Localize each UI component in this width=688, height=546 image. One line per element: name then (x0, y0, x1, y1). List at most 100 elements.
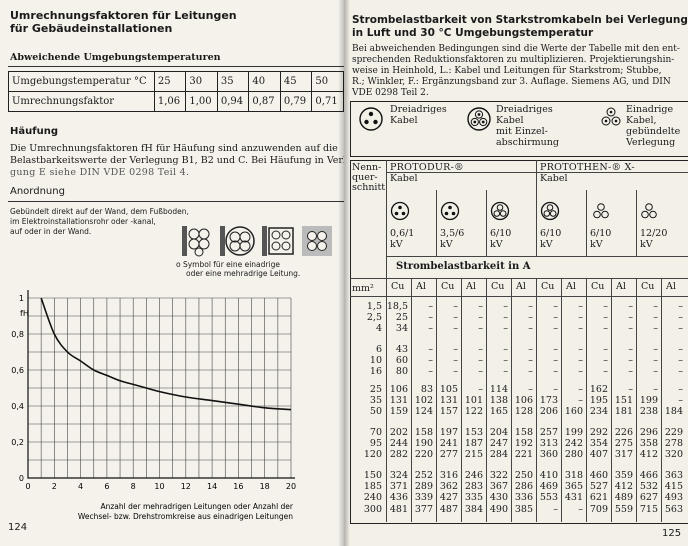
ampacity-value-block: – – – (628, 301, 633, 335)
x-tick-label: 4 (78, 482, 83, 491)
three-core-cable-icon (359, 107, 383, 131)
cable-icon-3-5-6kv (440, 201, 460, 221)
y-tick-label: 0,2 (11, 438, 24, 447)
nenn-line2: quer- (352, 172, 378, 183)
ampacity-value-block: 363 415 493 563 (664, 470, 683, 515)
symbol-note-line2: oder eine mehradrige Leitung. (186, 269, 301, 278)
grid-line-vertical (436, 190, 437, 256)
intro-line2: sprechenden Reduktionsfaktoren zu multip… (352, 55, 675, 65)
material-header: Cu (641, 281, 655, 292)
section-rule (8, 201, 344, 202)
legend-1-line2: Kabel (390, 115, 418, 126)
material-header: Cu (441, 281, 455, 292)
ampacity-value-block: 199 242 280 (564, 427, 583, 461)
x-tick-label: 0 (25, 482, 30, 491)
haeufung-factor-chart: 0 2 4 6 8 10 12 14 16 18 20 0 0,2 0,4 0,6 0,8 1 fH Anzah… (11, 290, 296, 521)
grid-line-vertical (411, 278, 412, 522)
legend-3-line4: Verlegung (626, 137, 676, 148)
ampacity-value-block: 158 192 221 (514, 427, 533, 461)
table-cell: 0,87 (248, 91, 281, 112)
legend-3-line1: Einadrige (626, 104, 674, 115)
ampacity-value-block: – – – (528, 301, 533, 335)
protothen-header: PROTOTHEN-® X- (540, 162, 635, 173)
ampacity-value-block: – – – (578, 344, 583, 378)
ampacity-value-block: – – – (503, 301, 508, 335)
intro-line5: VDE 0298 Teil 2. (352, 88, 429, 98)
bundle-in-conduit-icon (220, 226, 255, 256)
ampacity-value-block: 158 190 220 (414, 427, 433, 461)
grid-line-vertical (636, 278, 637, 522)
anordnung-text-line3: auf oder in der Wand. (10, 227, 92, 236)
cable-icon-6-10kv-xlpe-shielded (540, 201, 560, 221)
grid-line-vertical (436, 278, 437, 522)
voltage-unit: kV (640, 239, 653, 250)
cable-icon-6-10kv-shielded (490, 201, 510, 221)
book-spine-shadow (338, 0, 350, 546)
table-cell: 30 (185, 71, 218, 92)
intro-line1: Bei abweichenden Bedingungen sind die We… (352, 44, 680, 54)
ampacity-value-block: 202 244 282 (389, 427, 408, 461)
ampacity-value-block: – – – (553, 301, 558, 335)
factor-row-label: Umrechnungsfaktor (8, 91, 155, 112)
ampacity-value-block: – – – (628, 344, 633, 378)
material-header: Al (666, 281, 676, 292)
bundle-in-duct-icon (262, 226, 294, 256)
ampacity-value-block: – – – (528, 344, 533, 378)
y-tick-label: 1 (19, 294, 24, 303)
material-header: Al (516, 281, 526, 292)
shielded-three-core-cable-icon (467, 107, 491, 131)
material-header: Cu (591, 281, 605, 292)
ampacity-value-block: 466 532 627 715 (639, 470, 658, 515)
y-tick-label: 0,8 (11, 330, 24, 339)
material-header: Cu (541, 281, 555, 292)
haeufung-text-line1: Die Umrechnungsfaktoren fH für Häufung s… (10, 143, 338, 154)
bundle-on-wall-icon (182, 226, 210, 257)
ampacity-value-block: 460 527 621 709 (589, 470, 608, 515)
intro-line3: weise in Heinhold, L.: Kabel und Leitung… (352, 66, 662, 76)
grid-line-vertical (536, 160, 537, 256)
strombelastbarkeit-heading: Strombelastbarkeit in A (396, 261, 531, 272)
table-cell: 40 (248, 71, 281, 92)
bundle-arrangement-illustration (182, 226, 332, 257)
material-header: Al (416, 281, 426, 292)
ampacity-value-block: 197 241 277 (439, 427, 458, 461)
legend-2-line3: mit Einzel- (496, 126, 548, 137)
table-cell: 35 (216, 71, 250, 92)
ampacity-value-block: 153 187 215 (464, 427, 483, 461)
grid-line-vertical (661, 278, 662, 522)
unit-mm2: mm² (352, 283, 374, 294)
ampacity-value-block: 83 102 124 (414, 384, 433, 418)
temp-section-heading: Abweichende Umgebungstemperaturen (10, 52, 221, 63)
right-page: Strombelastbarkeit von Starkstromkabeln … (344, 0, 688, 546)
ampacity-value-block: 105 131 157 (439, 384, 458, 418)
chart-axes (27, 290, 295, 479)
nenn-line1: Nenn- (352, 162, 382, 173)
ampacity-value-block: 18,5 25 34 (386, 301, 408, 335)
ampacity-value-block: – – 160 (564, 384, 583, 418)
cable-icon-0-6-1kv (390, 201, 410, 221)
ampacity-value-block: 324 371 436 481 (389, 470, 408, 515)
ampacity-value-block: 316 362 427 487 (439, 470, 458, 515)
voltage-value: 6/10 (590, 228, 612, 239)
grid-line-horizontal (386, 256, 688, 257)
ampacity-value-block: – – – (478, 301, 483, 335)
temp-row-label: Umgebungstemperatur °C (8, 71, 155, 92)
cross-section-values: 25 35 50 (369, 384, 382, 418)
left-title-line2: für Gebäudeinstallationen (10, 22, 173, 35)
voltage-unit: kV (590, 239, 603, 250)
x-tick-label: 14 (207, 482, 217, 491)
left-page: Umrechnungsfaktoren für Leitungen für Ge… (8, 9, 344, 533)
ampacity-value-block: – 101 122 (464, 384, 483, 418)
cross-section-values: 150 185 240 300 (363, 470, 382, 515)
intro-line4: R.; Winkler, F.: Ergänzungsband zur 3. A… (352, 77, 671, 87)
ampacity-value-block: – – – (603, 344, 608, 378)
cable-icon-6-10kv-single-core (593, 203, 609, 219)
ampacity-value-block: – – – (428, 301, 433, 335)
ampacity-value-block: 246 283 335 384 (464, 470, 483, 515)
ampacity-value-block: 250 286 336 385 (514, 470, 533, 515)
table-row: Umrechnungsfaktor 1,06 1,00 0,94 0,87 0,… (8, 91, 344, 112)
ampacity-value-block: 359 412 489 559 (614, 470, 633, 515)
table-cell: 45 (279, 71, 313, 92)
voltage-value: 6/10 (490, 228, 512, 239)
nenn-line3: schnitt (352, 182, 386, 193)
